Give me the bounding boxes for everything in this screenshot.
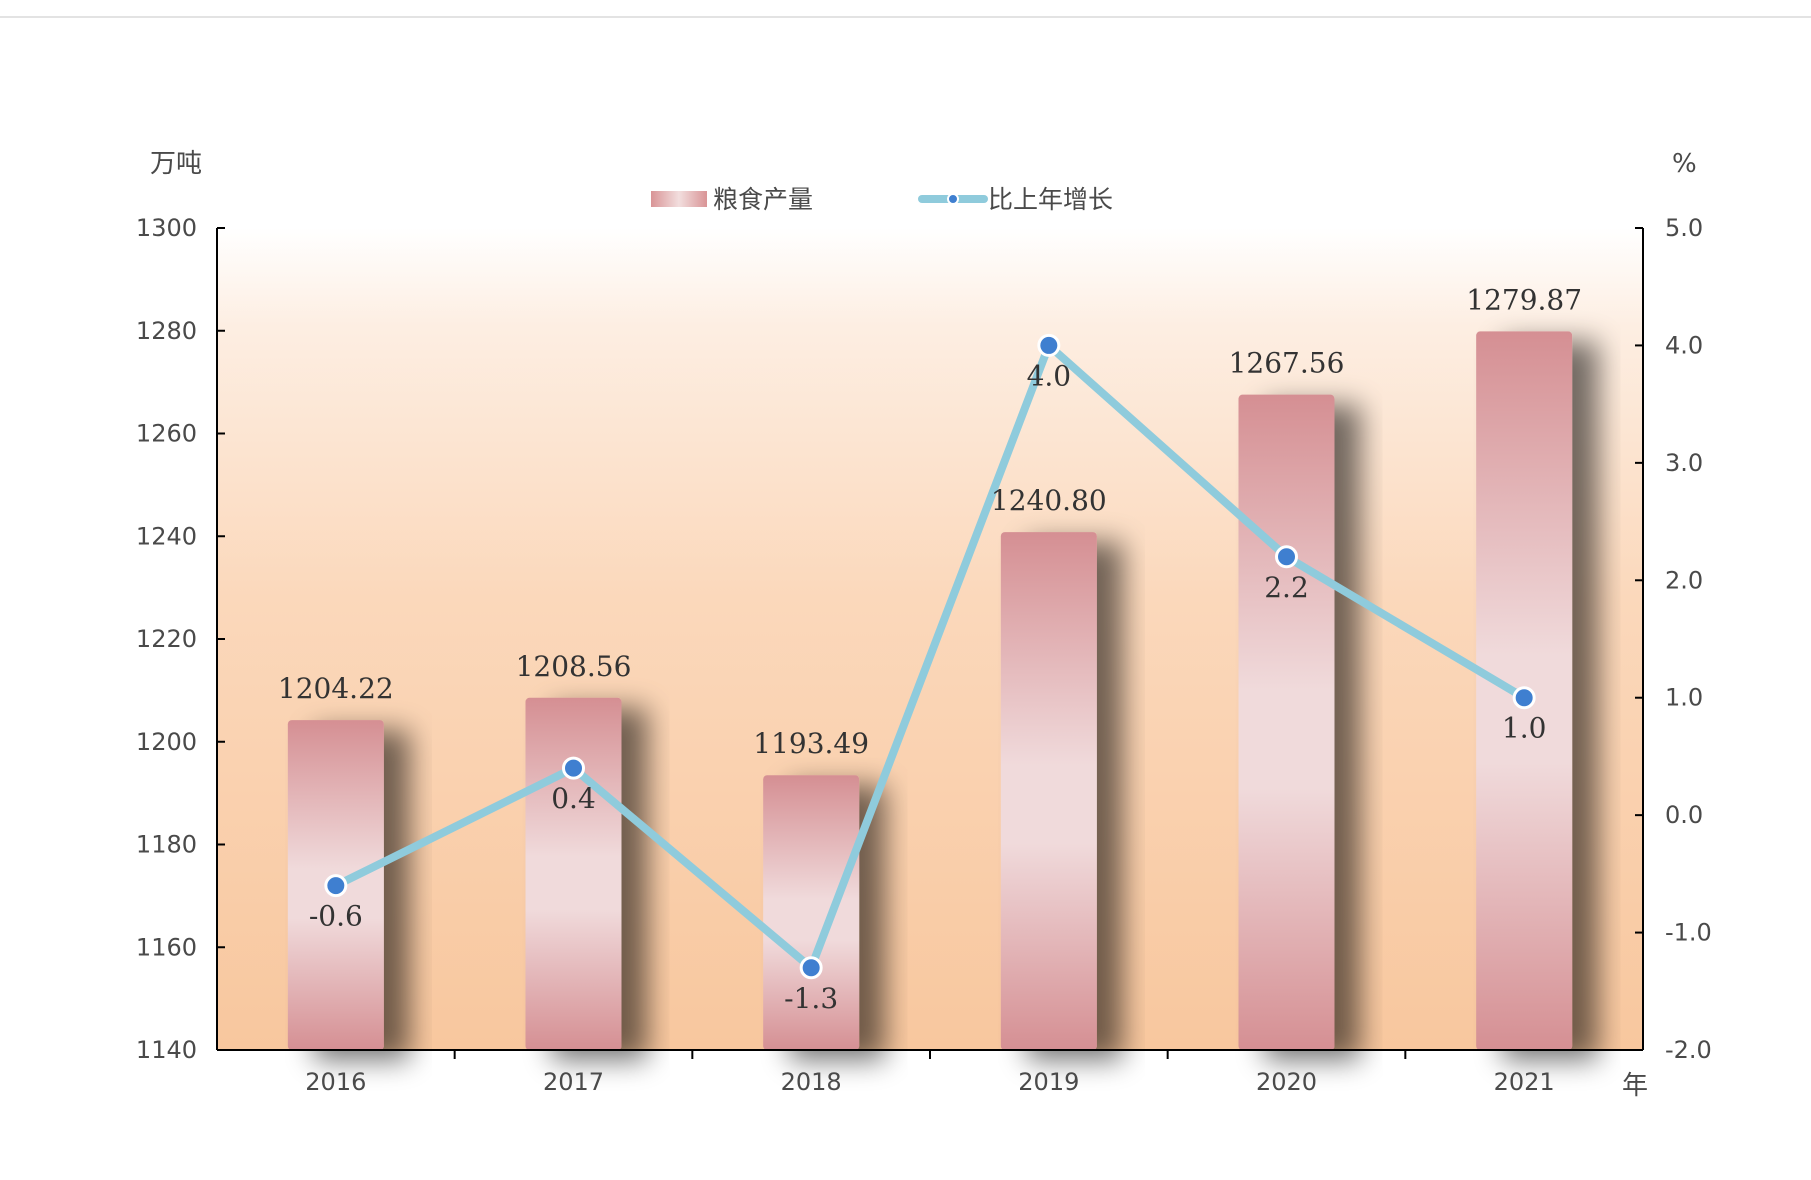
bar-value-label: 1240.80 [991, 484, 1107, 517]
x-tick-label: 2019 [1018, 1068, 1079, 1096]
left-tick-label: 1300 [136, 214, 197, 242]
labels-layer: 1204.22 1208.56 1193.49 1240.80 1267.56 1279.… [278, 283, 1582, 1014]
growth-point-2018 [799, 956, 823, 980]
growth-line-layer [324, 333, 1536, 980]
x-tick-label: 2020 [1256, 1068, 1317, 1096]
axes-layer: 1140 1160 1180 1200 1220 1240 1260 1280 1300 -2.0… [136, 214, 1712, 1096]
growth-value-label: 1.0 [1502, 712, 1547, 745]
bar-2020 [1238, 394, 1335, 1050]
x-tick-label: 2018 [781, 1068, 842, 1096]
x-tick-label: 2021 [1494, 1068, 1555, 1096]
left-tick-label: 1160 [136, 933, 197, 961]
growth-line [331, 341, 1529, 972]
x-axis-unit: 年 [1622, 1071, 1648, 1101]
bar-value-label: 1267.56 [1229, 347, 1345, 380]
x-tick-label: 2017 [543, 1068, 604, 1096]
growth-value-label: 0.4 [551, 782, 596, 815]
left-axis-unit: 万吨 [150, 149, 202, 179]
growth-value-label: 2.2 [1264, 571, 1309, 604]
right-tick-label: -2.0 [1665, 1036, 1712, 1064]
growth-point-2017 [562, 756, 585, 780]
top-divider [0, 16, 1811, 18]
plot-background [217, 228, 1643, 1050]
bar-value-label: 1279.87 [1466, 283, 1582, 316]
left-tick-label: 1180 [136, 831, 197, 859]
growth-point-2020 [1275, 545, 1298, 569]
growth-value-label: 4.0 [1027, 359, 1072, 392]
growth-point-2016 [324, 874, 348, 898]
legend-line-label: 比上年增长 [988, 185, 1113, 214]
legend-line-marker [947, 193, 959, 205]
bar-value-label: 1204.22 [278, 672, 394, 705]
bar-value-label: 1208.56 [516, 650, 632, 683]
left-tick-label: 1200 [136, 728, 197, 756]
right-tick-label: 1.0 [1665, 684, 1703, 712]
right-tick-label: 0.0 [1665, 801, 1703, 829]
growth-value-label: -0.6 [309, 900, 363, 933]
left-tick-label: 1220 [136, 625, 197, 653]
right-tick-label: 4.0 [1665, 331, 1703, 359]
bar-2017 [525, 697, 622, 1050]
growth-value-label: -1.3 [784, 982, 838, 1015]
bar-2019 [1000, 532, 1097, 1050]
left-tick-label: 1140 [136, 1036, 197, 1064]
right-tick-label: 5.0 [1665, 214, 1703, 242]
right-tick-label: 2.0 [1665, 566, 1703, 594]
bar-2018 [763, 775, 860, 1050]
left-tick-label: 1240 [136, 522, 197, 550]
bars-layer [287, 331, 1573, 1051]
right-axis-unit: % [1672, 149, 1697, 179]
right-tick-label: 3.0 [1665, 449, 1703, 477]
right-tick-label: -1.0 [1665, 919, 1712, 947]
growth-point-2021 [1512, 686, 1536, 710]
bar-value-label: 1193.49 [753, 727, 869, 760]
x-tick-label: 2016 [305, 1068, 366, 1096]
legend-bar-swatch [651, 191, 707, 207]
growth-point-2019 [1037, 333, 1061, 357]
left-tick-label: 1280 [136, 317, 197, 345]
legend: 粮食产量 比上年增长 [651, 185, 1113, 214]
left-tick-label: 1260 [136, 420, 197, 448]
legend-bar-label: 粮食产量 [713, 185, 813, 214]
